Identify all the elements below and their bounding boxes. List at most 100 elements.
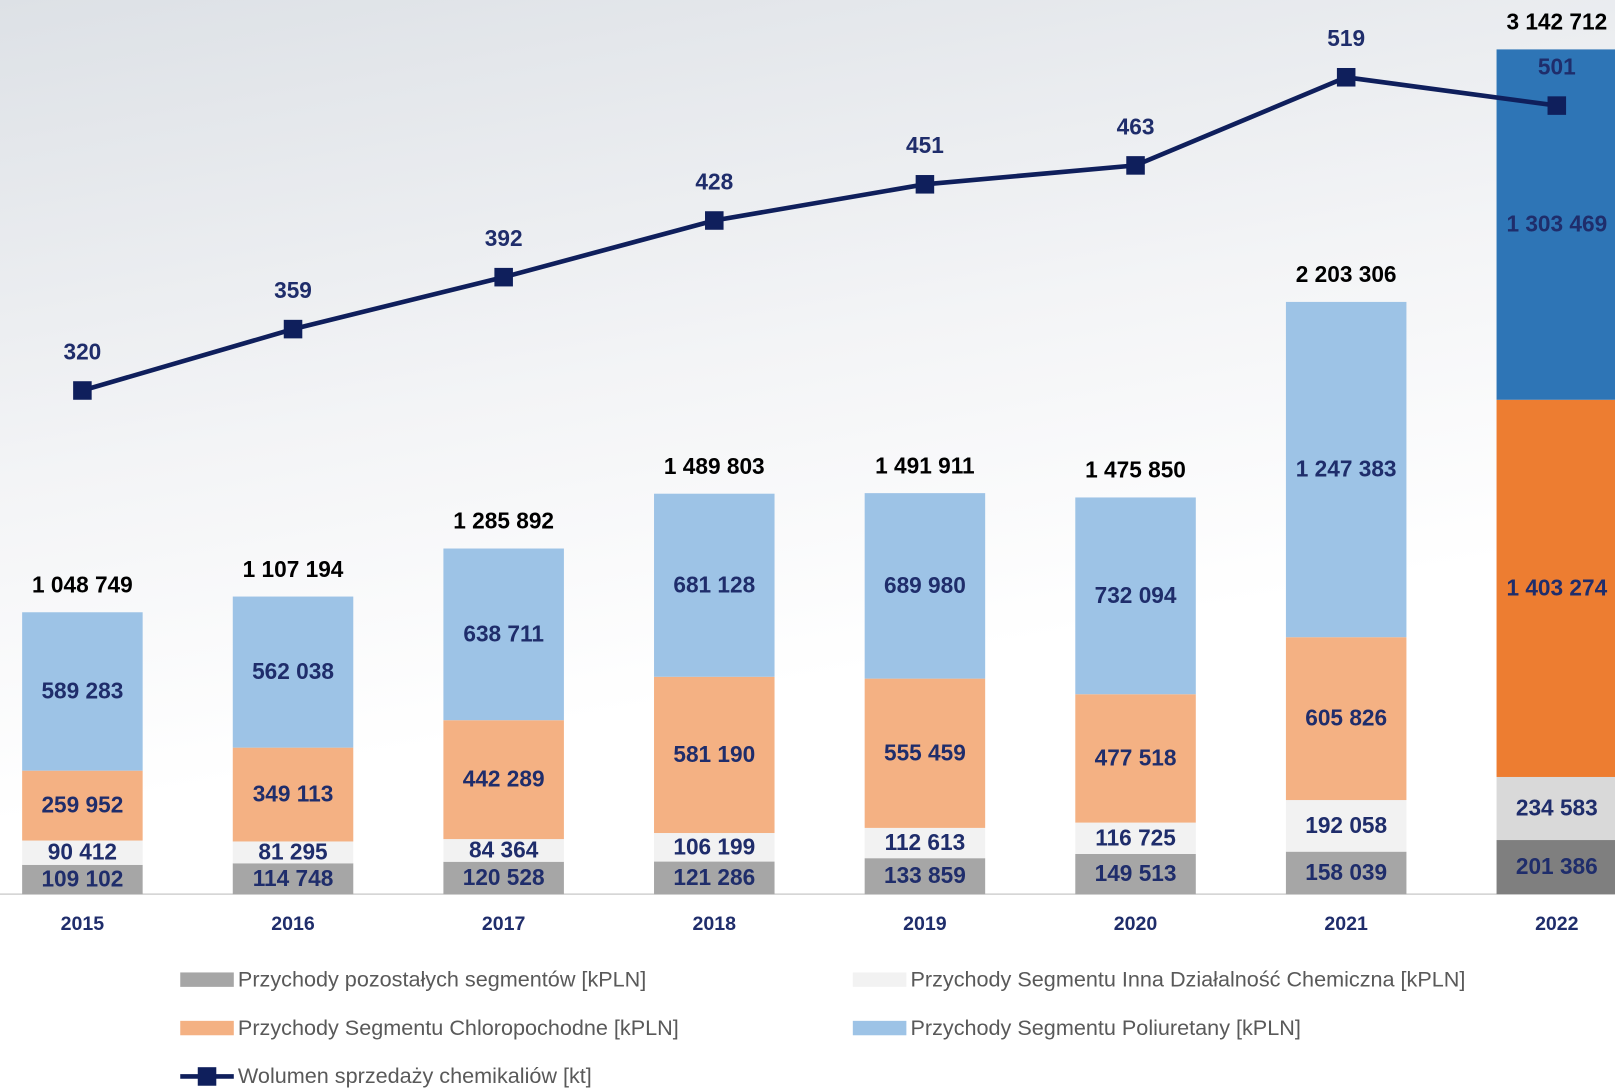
x-tick-label: 2017	[482, 913, 526, 935]
bar-segment	[1285, 301, 1407, 638]
data-label: 81 295	[258, 838, 327, 864]
data-label: 555 459	[884, 739, 966, 765]
data-label: 112 613	[885, 829, 966, 855]
legend-marker	[197, 1067, 217, 1086]
bar-segment	[654, 861, 775, 895]
data-label: 589 283	[41, 677, 123, 703]
bar-segment	[1075, 853, 1196, 895]
bar-segment	[1496, 399, 1615, 777]
data-label: 120 528	[463, 864, 545, 890]
bar-segment	[22, 864, 143, 895]
data-label: 1 403 274	[1506, 574, 1607, 600]
line-marker	[705, 211, 724, 230]
bar-segment	[232, 841, 354, 864]
data-label: 116 725	[1095, 824, 1176, 850]
line-label: 428	[695, 168, 733, 194]
data-label: 90 412	[48, 839, 117, 865]
legend-swatch	[180, 1020, 234, 1036]
line-marker	[73, 381, 92, 400]
line-marker	[915, 175, 935, 194]
line-label: 359	[274, 277, 312, 303]
bar-segment	[232, 596, 354, 748]
data-label: 133 859	[884, 862, 966, 888]
line-marker	[1547, 96, 1567, 115]
data-label: 349 113	[253, 781, 334, 807]
line-label: 519	[1327, 25, 1365, 51]
bar-segment	[864, 827, 986, 859]
data-label: 106 199	[673, 833, 755, 859]
bar-segment	[232, 863, 354, 895]
total-label: 1 489 803	[664, 453, 765, 479]
line-marker	[1126, 156, 1145, 175]
data-label: 201 386	[1516, 853, 1598, 879]
data-label: 192 058	[1305, 812, 1387, 838]
data-label: 234 583	[1516, 795, 1598, 821]
x-tick-label: 2019	[903, 913, 947, 935]
bar-segment	[1075, 694, 1196, 823]
bar-segment	[22, 770, 143, 841]
total-label: 1 107 194	[243, 556, 344, 582]
bar-segment	[1496, 840, 1615, 895]
total-label: 2 203 306	[1296, 261, 1397, 287]
line-label: 451	[906, 132, 944, 158]
line	[81, 74, 1558, 393]
x-tick-label: 2022	[1535, 913, 1579, 935]
line-marker	[494, 267, 513, 287]
total-label: 1 285 892	[453, 508, 554, 534]
legend-label: Przychody Segmentu Inna Działalność Chem…	[910, 966, 1465, 991]
bar-segment	[864, 493, 986, 679]
bar-segment	[1075, 497, 1196, 695]
data-label: 114 748	[253, 865, 334, 891]
total-label: 1 491 911	[875, 452, 974, 478]
data-label: 562 038	[252, 658, 334, 684]
data-label: 442 289	[463, 766, 545, 792]
legend-label: Przychody pozostałych segmentów [kPLN]	[238, 966, 646, 991]
line-label: 392	[485, 225, 523, 251]
data-label: 121 286	[673, 864, 755, 890]
x-tick-label: 2016	[271, 913, 315, 935]
total-label: 3 142 712	[1506, 9, 1607, 35]
data-label: 158 039	[1305, 859, 1387, 885]
bar-segment	[443, 861, 564, 895]
bar-segment	[1285, 851, 1407, 895]
legend-label: Wolumen sprzedaży chemikaliów [kt]	[238, 1063, 592, 1088]
line-marker	[283, 319, 303, 339]
line-label: 501	[1538, 54, 1576, 80]
bar-segment	[1285, 800, 1407, 852]
legend-swatch	[852, 972, 907, 987]
line-marker	[1336, 67, 1356, 87]
x-tick-label: 2015	[61, 913, 105, 935]
data-label: 581 190	[673, 741, 755, 767]
legend-swatch	[180, 972, 234, 987]
bar-segment	[22, 612, 143, 771]
data-label: 1 247 383	[1296, 456, 1397, 482]
bar-segment	[443, 548, 564, 721]
bar-segment	[1075, 822, 1196, 854]
bar-segment	[443, 839, 564, 862]
bar-segment	[1285, 637, 1407, 801]
bar-segment	[22, 840, 143, 865]
total-label: 1 475 850	[1085, 457, 1186, 483]
total-label: 1 048 749	[32, 571, 133, 597]
data-label: 638 711	[463, 620, 544, 646]
bar-segment	[654, 833, 775, 862]
line-label: 463	[1117, 113, 1155, 139]
bar-segment	[864, 678, 986, 828]
legend-label: Przychody Segmentu Chloropochodne [kPLN]	[238, 1015, 679, 1040]
data-label: 259 952	[41, 792, 123, 818]
data-label: 477 518	[1095, 744, 1177, 770]
data-label: 84 364	[469, 836, 539, 862]
data-label: 109 102	[41, 866, 123, 892]
data-label: 605 826	[1305, 705, 1387, 731]
x-tick-label: 2018	[693, 913, 737, 935]
x-tick-label: 2020	[1114, 913, 1158, 935]
data-label: 681 128	[673, 571, 755, 597]
legend-label: Przychody Segmentu Poliuretany [kPLN]	[910, 1015, 1300, 1040]
bar-segment	[232, 747, 354, 842]
bar-segment	[654, 493, 775, 677]
data-label: 1 303 469	[1506, 211, 1607, 237]
bar-segment	[654, 676, 775, 834]
data-label: 689 980	[884, 572, 966, 598]
legend-swatch	[852, 1020, 907, 1036]
bar-segment	[864, 858, 986, 895]
